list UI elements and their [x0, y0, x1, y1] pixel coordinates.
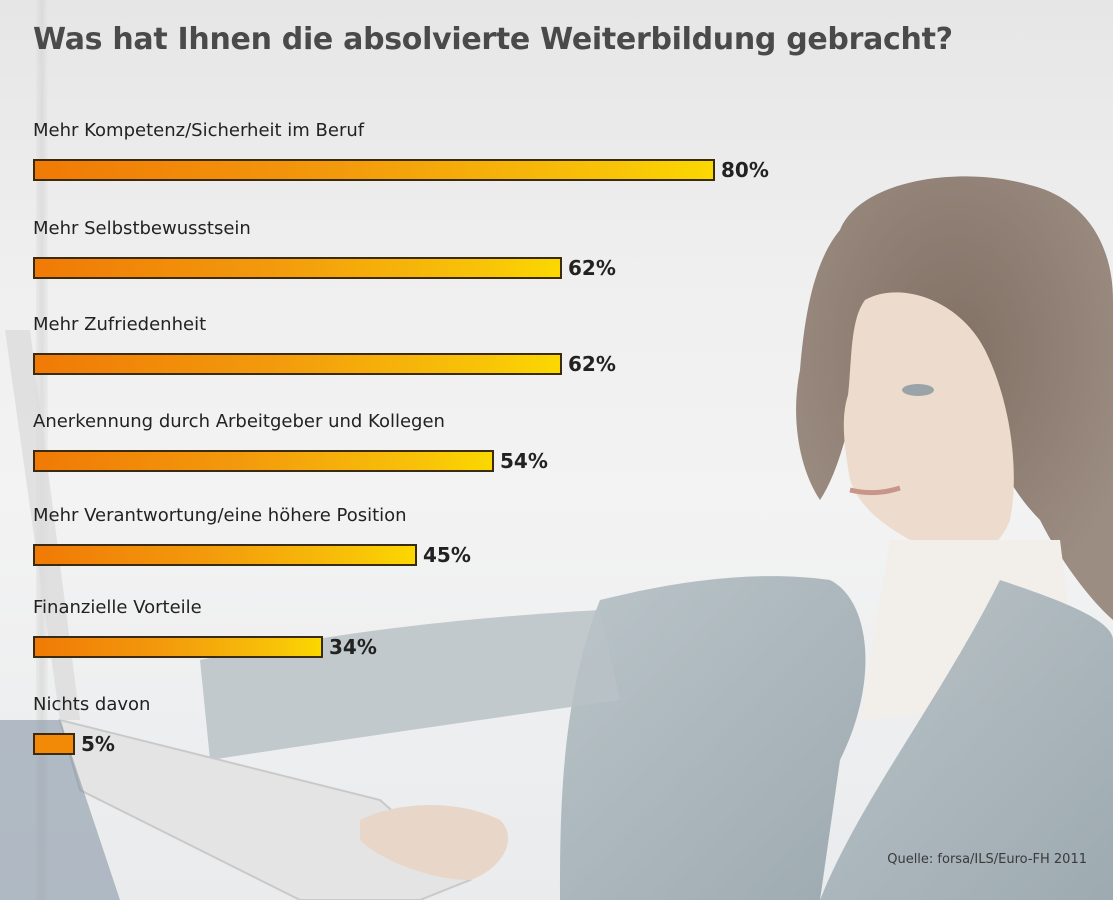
- bar: [33, 544, 417, 566]
- bar-label: Finanzielle Vorteile: [33, 597, 202, 618]
- bar-value: 34%: [329, 635, 377, 659]
- bar-value: 80%: [721, 158, 769, 182]
- bar-value: 54%: [500, 449, 548, 473]
- chart-title: Was hat Ihnen die absolvierte Weiterbild…: [33, 22, 953, 57]
- source-note: Quelle: forsa/ILS/Euro-FH 2011: [887, 852, 1087, 867]
- bar-value: 5%: [81, 732, 115, 756]
- bar: [33, 733, 75, 755]
- bar-label: Anerkennung durch Arbeitgeber und Kolleg…: [33, 411, 445, 432]
- bar-label: Mehr Kompetenz/Sicherheit im Beruf: [33, 120, 365, 141]
- bar: [33, 353, 562, 375]
- bar-value: 62%: [568, 256, 616, 280]
- bar-label: Mehr Selbstbewusstsein: [33, 218, 251, 239]
- bar-value: 45%: [423, 543, 471, 567]
- bar-label: Mehr Verantwortung/eine höhere Position: [33, 505, 407, 526]
- bar-label: Nichts davon: [33, 694, 151, 715]
- bar: [33, 450, 494, 472]
- bar-label: Mehr Zufriedenheit: [33, 314, 207, 335]
- bar: [33, 636, 323, 658]
- bar: [33, 159, 715, 181]
- bar: [33, 257, 562, 279]
- bar-value: 62%: [568, 352, 616, 376]
